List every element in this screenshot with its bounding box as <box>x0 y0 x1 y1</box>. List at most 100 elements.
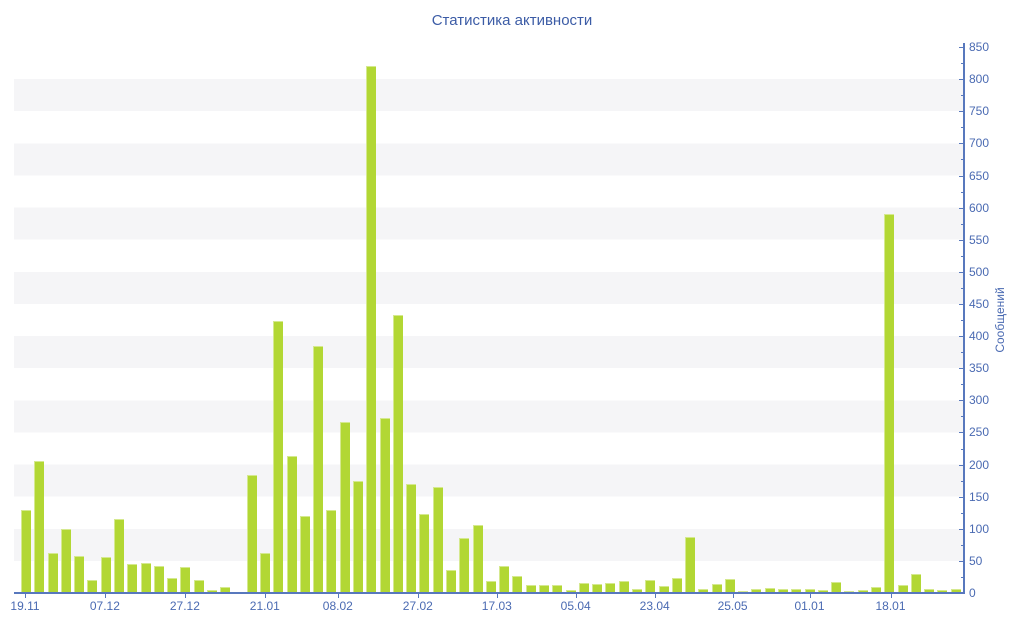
y-major-tick <box>959 143 964 145</box>
bar[interactable] <box>631 589 642 593</box>
bar[interactable] <box>831 582 842 593</box>
bar[interactable] <box>153 566 164 593</box>
y-tick-label: 700 <box>969 136 990 151</box>
y-tick-label: 100 <box>969 521 990 536</box>
bar[interactable] <box>512 575 523 593</box>
bar[interactable] <box>685 536 696 593</box>
bar[interactable] <box>379 417 390 593</box>
bar[interactable] <box>140 562 151 593</box>
y-minor-tick <box>961 95 964 97</box>
bar[interactable] <box>193 579 204 593</box>
bar[interactable] <box>392 314 403 593</box>
y-major-tick <box>959 47 964 48</box>
y-minor-tick <box>961 480 964 482</box>
bar[interactable] <box>871 586 881 593</box>
bar[interactable] <box>884 214 895 593</box>
bar[interactable] <box>432 487 443 593</box>
bar[interactable] <box>273 320 284 593</box>
bar[interactable] <box>937 589 948 593</box>
bar[interactable] <box>658 585 669 593</box>
y-minor-tick <box>961 191 964 193</box>
bar[interactable] <box>60 528 71 593</box>
x-tick <box>417 594 419 598</box>
bar[interactable] <box>552 585 563 593</box>
bar[interactable] <box>74 556 85 593</box>
bar[interactable] <box>791 588 802 593</box>
x-tick-label: 08.02 <box>322 599 353 613</box>
bar[interactable] <box>671 577 682 593</box>
bar[interactable] <box>605 582 616 593</box>
bar[interactable] <box>406 483 417 593</box>
bar[interactable] <box>206 589 217 593</box>
bar[interactable] <box>950 589 961 593</box>
bar[interactable] <box>419 514 430 593</box>
x-tick-label: 21.01 <box>249 599 280 613</box>
bar[interactable] <box>910 573 921 593</box>
y-minor-tick <box>961 159 964 161</box>
bar[interactable] <box>326 510 337 593</box>
y-major-tick <box>959 336 964 338</box>
bar[interactable] <box>618 580 629 593</box>
bar[interactable] <box>180 566 191 593</box>
chart-title: Статистика активности <box>431 12 593 29</box>
bar[interactable] <box>286 456 297 593</box>
bar[interactable] <box>751 588 762 593</box>
y-minor-tick <box>961 255 964 257</box>
bar[interactable] <box>778 589 789 593</box>
bar[interactable] <box>459 537 470 593</box>
bar[interactable] <box>472 524 483 593</box>
bar[interactable] <box>565 590 576 593</box>
x-tick <box>264 594 266 598</box>
bar[interactable] <box>313 345 324 593</box>
y-minor-tick <box>961 127 964 129</box>
bar[interactable] <box>897 585 908 593</box>
bar[interactable] <box>21 509 31 593</box>
bar[interactable] <box>246 474 257 593</box>
y-tick-label: 550 <box>969 232 990 247</box>
bar[interactable] <box>698 589 709 593</box>
bar[interactable] <box>578 582 589 593</box>
y-tick-label: 600 <box>969 200 990 215</box>
x-tick <box>337 594 339 598</box>
bar[interactable] <box>804 589 815 593</box>
bar[interactable] <box>260 552 271 593</box>
y-tick-label: 350 <box>969 361 990 376</box>
bar[interactable] <box>366 66 377 593</box>
bar[interactable] <box>100 557 111 593</box>
y-axis-title: Сообщений <box>993 287 1007 353</box>
bar[interactable] <box>817 590 828 593</box>
bar[interactable] <box>34 461 45 593</box>
bar[interactable] <box>485 581 496 593</box>
x-tick-label: 01.01 <box>794 599 825 613</box>
bar[interactable] <box>538 584 549 593</box>
bar[interactable] <box>127 563 138 593</box>
bar[interactable] <box>857 589 868 593</box>
bar[interactable] <box>764 587 775 593</box>
bar[interactable] <box>446 569 456 593</box>
bar[interactable] <box>724 578 735 593</box>
y-major-tick <box>959 464 964 466</box>
x-tick <box>809 594 811 598</box>
bar[interactable] <box>167 577 178 593</box>
bar[interactable] <box>924 588 935 593</box>
bar[interactable] <box>645 580 656 593</box>
bar[interactable] <box>525 584 536 593</box>
y-tick-label: 400 <box>969 329 990 344</box>
bar[interactable] <box>711 584 722 593</box>
bar[interactable] <box>499 566 510 593</box>
y-tick-label: 200 <box>969 457 990 472</box>
x-tick-label: 07.12 <box>89 599 120 613</box>
bar[interactable] <box>339 422 350 593</box>
x-tick-label: 05.04 <box>560 599 591 613</box>
y-tick-label: 500 <box>969 264 990 279</box>
bar[interactable] <box>87 580 98 593</box>
bar[interactable] <box>220 586 231 593</box>
bar[interactable] <box>353 481 364 593</box>
x-tick-label: 18.01 <box>875 599 906 613</box>
x-tick-label: 23.04 <box>639 599 670 613</box>
x-tick <box>25 594 26 598</box>
bar[interactable] <box>592 584 603 593</box>
bar[interactable] <box>113 518 124 593</box>
bar[interactable] <box>47 553 58 593</box>
bar[interactable] <box>299 515 310 593</box>
